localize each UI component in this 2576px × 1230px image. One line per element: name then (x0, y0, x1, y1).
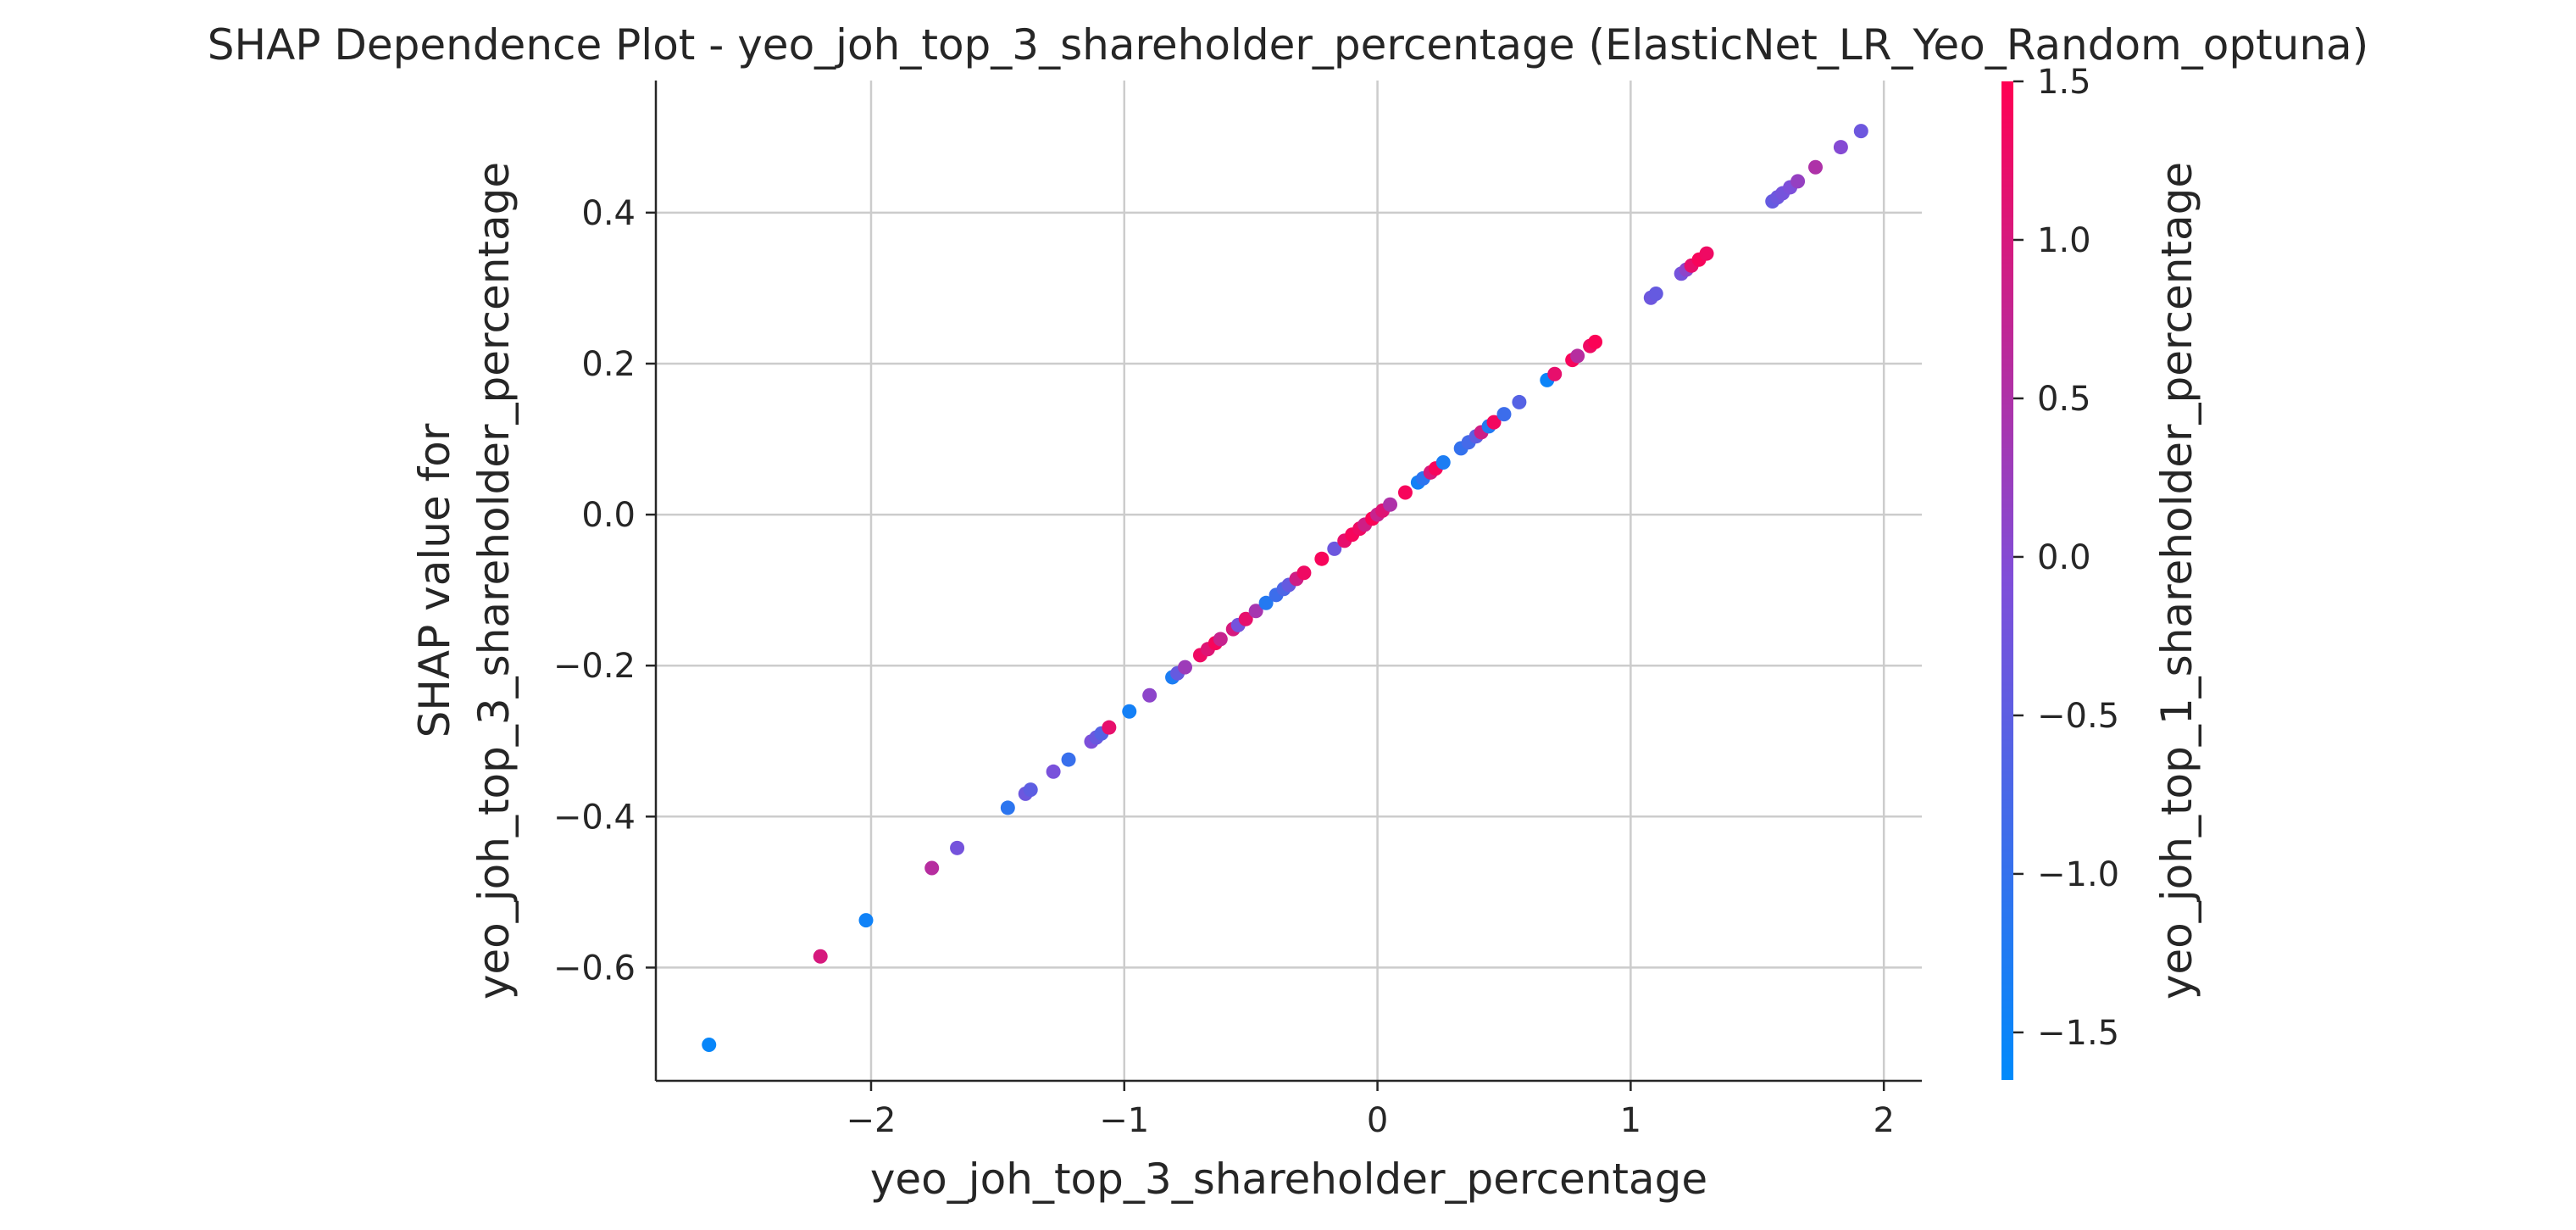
scatter-point (1142, 687, 1158, 703)
colorbar-tick-label: −1.0 (2037, 855, 2119, 894)
scatter-point (1486, 415, 1502, 430)
scatter-point (813, 949, 828, 964)
x-tick-label: 2 (1873, 1101, 1894, 1140)
chart-title: SHAP Dependence Plot - yeo_joh_top_3_sha… (208, 20, 2368, 70)
scatter-point (1588, 334, 1603, 349)
colorbar-tick-label: 1.5 (2037, 63, 2091, 102)
plot-axes (654, 81, 1922, 1083)
scatter-point (1327, 541, 1342, 556)
scatter-point (1699, 246, 1714, 261)
scatter-point (1512, 394, 1527, 409)
colorbar-tick-label: 0.0 (2037, 538, 2091, 577)
scatter-point (1122, 704, 1137, 719)
scatter-point (1496, 407, 1512, 422)
scatter-point (1808, 159, 1824, 175)
scatter-point (1383, 497, 1398, 512)
scatter-point (1046, 764, 1061, 779)
x-tick-label: 1 (1620, 1101, 1641, 1140)
colorbar-label: yeo_joh_top_1_shareholder_percentage (2152, 162, 2201, 999)
y-axis-label-line-2: yeo_joh_top_3_shareholder_percentage (469, 162, 519, 999)
scatter-point (1853, 124, 1868, 139)
y-tick-label: 0.4 (581, 194, 636, 233)
x-tick-group: −2 −1 0 1 2 (846, 1081, 1895, 1140)
x-axis-label: yeo_joh_top_3_shareholder_percentage (870, 1155, 1707, 1204)
y-axis-label: SHAP value for yeo_joh_top_3_shareholder… (410, 162, 519, 999)
scatter-point (1570, 348, 1585, 364)
colorbar-tick-label: 0.5 (2037, 380, 2091, 419)
grid-lines (656, 81, 1922, 1081)
scatter-point (1790, 174, 1806, 189)
scatter-point (1061, 752, 1076, 767)
scatter-point (1177, 660, 1192, 675)
y-tick-label: 0.0 (581, 496, 636, 535)
y-tick-label: −0.4 (553, 798, 636, 837)
y-tick-label: −0.2 (553, 647, 636, 686)
scatter-point (1000, 800, 1015, 815)
scatter-point (1296, 565, 1312, 581)
colorbar (2001, 81, 2013, 1080)
y-tick-label: −0.6 (553, 949, 636, 988)
x-tick-label: −2 (846, 1101, 896, 1140)
colorbar-tick-group: −1.5 −1.0 −0.5 0.0 0.5 1.0 1.5 (2013, 63, 2119, 1053)
scatter-point (1023, 782, 1038, 798)
scatter-point (1258, 595, 1274, 610)
colorbar-tick-label: −0.5 (2037, 697, 2119, 736)
scatter-point (1102, 720, 1117, 735)
scatter-point (1435, 454, 1451, 470)
colorbar-tick-label: 1.0 (2037, 221, 2091, 260)
scatter-point (1248, 604, 1263, 619)
scatter-point (1314, 551, 1330, 566)
scatter-point (858, 913, 874, 928)
x-tick-label: −1 (1099, 1101, 1149, 1140)
scatter-points (702, 124, 1868, 1052)
scatter-point (1648, 286, 1663, 301)
scatter-point (1213, 632, 1228, 647)
scatter-point (1238, 611, 1253, 626)
x-tick-label: 0 (1367, 1101, 1388, 1140)
y-axis-label-line-1: SHAP value for (410, 423, 459, 737)
scatter-point (1833, 140, 1848, 155)
scatter-point (1397, 485, 1413, 500)
scatter-point (950, 840, 965, 855)
y-tick-group: −0.6 −0.4 −0.2 0.0 0.2 0.4 (553, 194, 656, 988)
scatter-point (702, 1037, 717, 1052)
colorbar-tick-label: −1.5 (2037, 1014, 2119, 1053)
y-tick-label: 0.2 (581, 345, 636, 384)
scatter-point (1547, 366, 1563, 381)
scatter-point (924, 860, 940, 876)
